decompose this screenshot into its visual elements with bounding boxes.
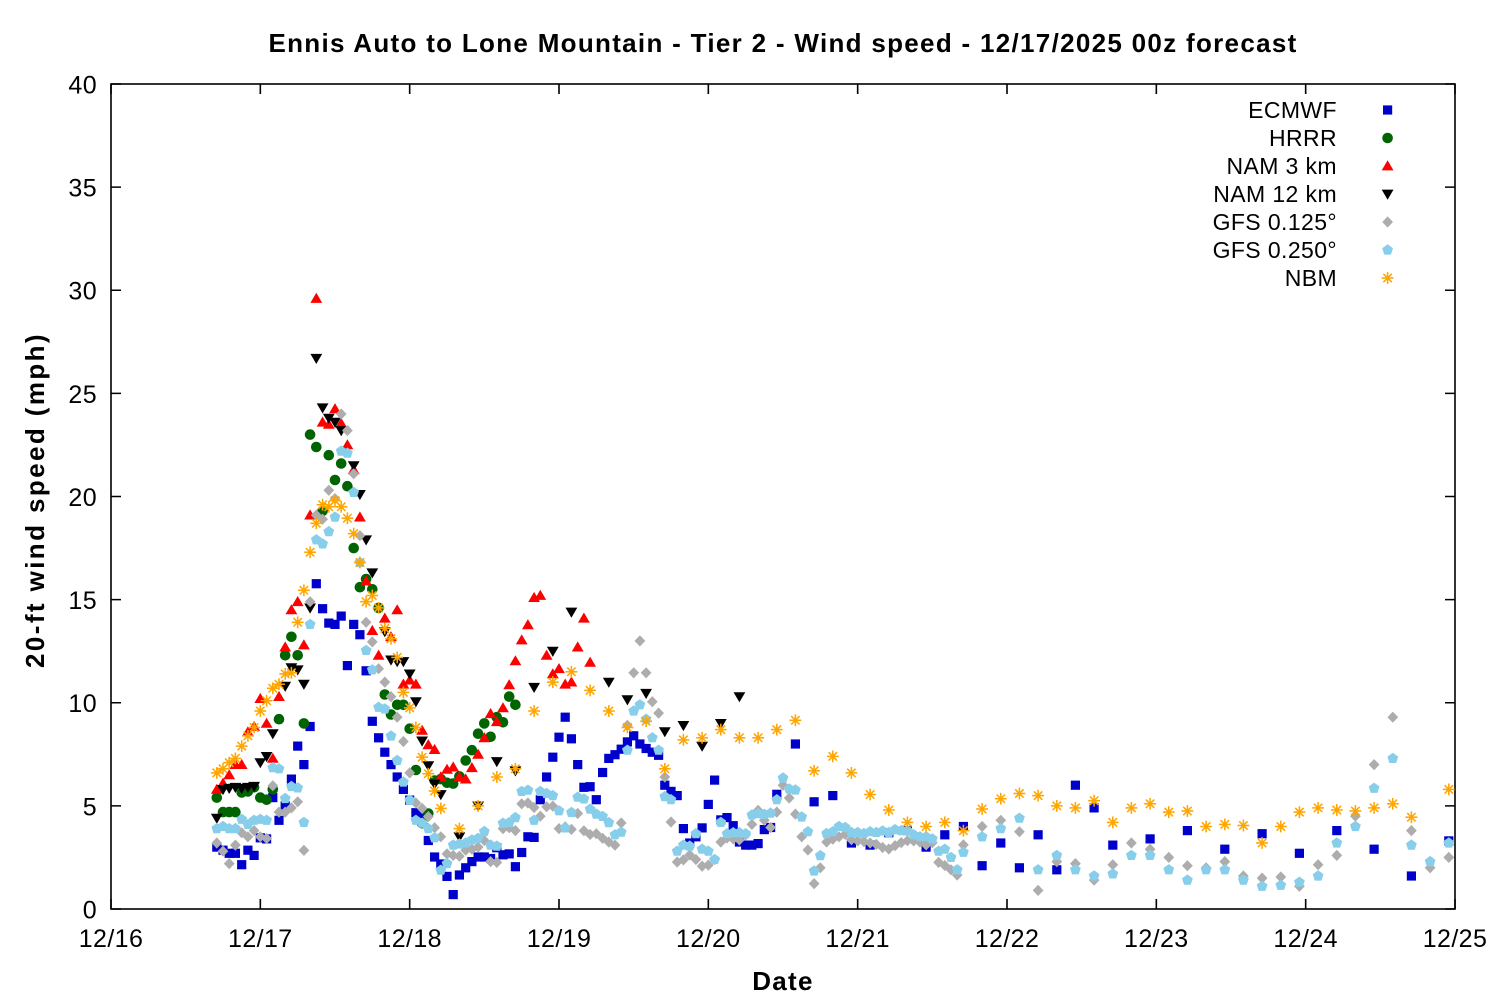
svg-text:12/18: 12/18 [377,925,442,953]
svg-text:12/16: 12/16 [79,925,144,953]
svg-text:0: 0 [83,896,97,924]
svg-text:12/20: 12/20 [676,925,741,953]
svg-text:5: 5 [83,793,97,821]
svg-text:GFS 0.125°: GFS 0.125° [1213,209,1337,235]
svg-text:GFS 0.250°: GFS 0.250° [1213,237,1337,263]
svg-text:20: 20 [68,484,97,512]
svg-text:Date: Date [752,966,814,996]
svg-text:35: 35 [68,175,97,203]
svg-text:30: 30 [68,278,97,306]
svg-text:15: 15 [68,587,97,615]
svg-text:12/19: 12/19 [527,925,592,953]
svg-text:NAM 12 km: NAM 12 km [1213,181,1337,207]
svg-text:12/21: 12/21 [825,925,890,953]
svg-text:12/23: 12/23 [1124,925,1189,953]
svg-text:Ennis Auto to Lone Mountain -: Ennis Auto to Lone Mountain - Tier 2 - W… [268,28,1297,58]
svg-text:12/25: 12/25 [1423,925,1488,953]
svg-text:HRRR: HRRR [1269,125,1337,151]
svg-text:ECMWF: ECMWF [1248,97,1337,123]
svg-text:10: 10 [68,690,97,718]
svg-text:NAM 3 km: NAM 3 km [1226,153,1337,179]
svg-text:12/17: 12/17 [228,925,293,953]
svg-text:NBM: NBM [1285,265,1337,291]
svg-text:20-ft wind speed (mph): 20-ft wind speed (mph) [20,332,50,668]
svg-text:12/24: 12/24 [1273,925,1338,953]
svg-text:12/22: 12/22 [975,925,1040,953]
svg-text:25: 25 [68,381,97,409]
svg-text:40: 40 [68,71,97,99]
